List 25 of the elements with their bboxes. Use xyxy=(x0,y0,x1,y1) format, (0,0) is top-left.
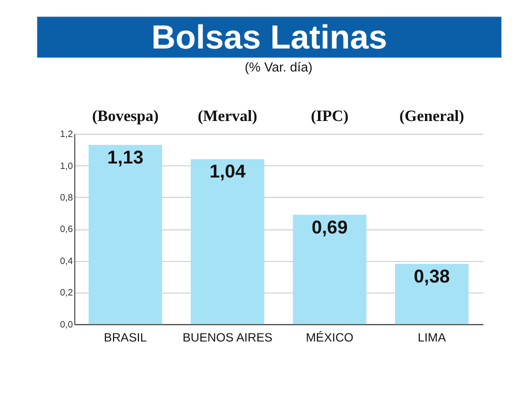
data-label: 1,13 xyxy=(107,146,144,168)
data-label: 0,38 xyxy=(414,265,450,286)
bar xyxy=(88,144,162,324)
y-tick-label: 0,2 xyxy=(60,288,73,298)
y-tick-label: 1,2 xyxy=(60,129,73,140)
chart-subtitle: (% Var. día) xyxy=(244,60,312,75)
y-tick-label: 0,6 xyxy=(60,224,73,234)
bar xyxy=(395,264,469,324)
y-tick-label: 0,0 xyxy=(60,319,73,330)
x-tick-label: MÉXICO xyxy=(306,330,354,344)
y-tick-label: 1,0 xyxy=(60,160,73,171)
data-label: 1,04 xyxy=(209,160,246,182)
x-tick-label: BRASIL xyxy=(104,330,148,344)
data-label: 0,69 xyxy=(312,216,348,238)
x-tick-label: LIMA xyxy=(418,330,447,344)
bar xyxy=(292,214,366,324)
text: (Bovespa) xyxy=(92,108,159,125)
text: (Merval) xyxy=(198,108,258,125)
y-tick-label: 0,8 xyxy=(60,192,73,202)
text: (IPC) xyxy=(310,108,348,125)
chart-title: Bolsas Latinas xyxy=(151,19,388,56)
text: (General) xyxy=(399,108,464,125)
x-tick-label: BUENOS AIRES xyxy=(182,330,272,344)
y-tick-label: 0,4 xyxy=(60,256,73,266)
bar xyxy=(190,159,264,324)
